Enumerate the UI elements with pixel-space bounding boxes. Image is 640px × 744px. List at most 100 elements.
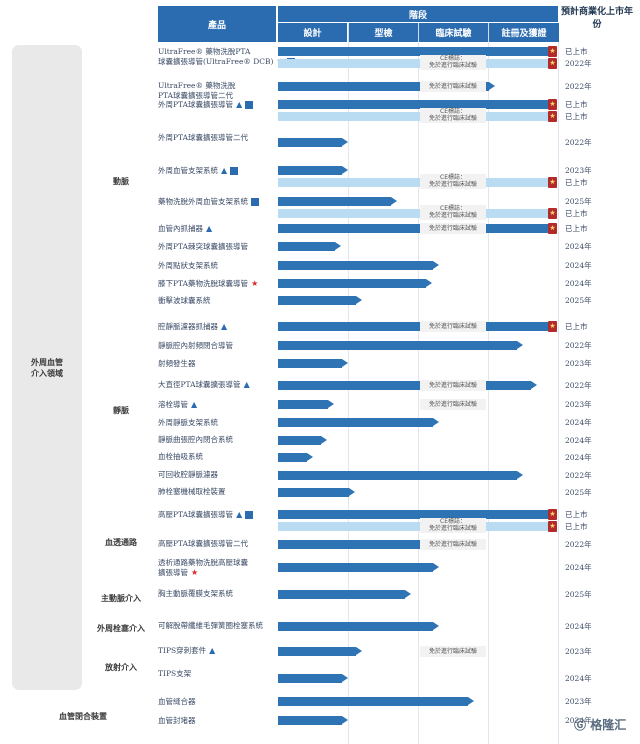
progress-bar xyxy=(278,589,405,599)
progress-bar xyxy=(278,716,342,725)
product-name-text: 血管封堵器 xyxy=(158,715,196,725)
product-name-text: 靜脈曲張腔內閉合系統 xyxy=(158,435,233,444)
category-aortic: 主動脈介入 xyxy=(101,592,141,603)
product-name: UltraFree® 藥物洗脫 PTA球囊擴張導管二代 xyxy=(158,81,235,101)
square-icon xyxy=(245,511,254,519)
approved-ribbon-icon: ★ xyxy=(548,111,557,122)
progress-bar xyxy=(278,209,548,218)
progress-bar xyxy=(278,522,548,531)
approved-ribbon-icon: ★ xyxy=(548,58,557,69)
exempt-clinical-note: 免於進行臨床試驗 xyxy=(420,223,486,234)
product-name-text: 透析通路藥物洗脫高壓球囊 擴張導管 xyxy=(158,558,248,577)
product-name: 可回收腔靜脈濾器 xyxy=(158,470,218,480)
progress-bar xyxy=(278,621,433,631)
exempt-clinical-note: CE標誌： 免於進行臨床試驗 xyxy=(420,518,486,533)
progress-bar xyxy=(278,242,335,251)
product-name: 外周點狀支架系統 xyxy=(158,261,218,271)
triangle-icon: ▲ xyxy=(221,321,228,331)
stage-design: 設計 xyxy=(278,23,347,42)
product-name: 血管內抓捕器 ▲ xyxy=(158,224,212,234)
product-name-text: 射頻發生器 xyxy=(158,358,196,368)
exempt-clinical-note: CE標誌： 免於進行臨床試驗 xyxy=(420,108,486,123)
approved-ribbon-icon: ★ xyxy=(548,321,557,332)
product-name: 外周靜脈支架系統 xyxy=(158,418,218,428)
progress-bar-arrow xyxy=(356,296,362,304)
progress-bar xyxy=(278,112,548,121)
product-name-text: 腔靜脈濾器抓捕器 xyxy=(158,321,218,331)
launch-year: 2022年 xyxy=(565,380,592,390)
progress-bar xyxy=(278,197,391,206)
product-name-text: 可回收腔靜脈濾器 xyxy=(158,470,218,479)
progress-bar xyxy=(278,100,548,109)
launch-year: 已上市 xyxy=(565,522,588,531)
category-dialysis-access: 血透通路 xyxy=(105,536,137,547)
progress-bar-arrow xyxy=(517,470,523,479)
approved-ribbon-icon: ★ xyxy=(548,208,557,219)
product-name: 血管縫合器 xyxy=(158,697,196,707)
category-arterial: 動脈 xyxy=(113,175,129,186)
star-icon: ★ xyxy=(251,278,259,288)
launch-year: 已上市 xyxy=(565,100,588,109)
category-radiology: 放射介入 xyxy=(105,662,137,672)
progress-bar-arrow xyxy=(342,359,348,367)
product-name: 肺栓塞機械取栓裝置 xyxy=(158,487,226,497)
triangle-icon: ▲ xyxy=(206,223,213,233)
launch-year: 已上市 xyxy=(565,112,588,121)
launch-year: 已上市 xyxy=(565,224,588,233)
progress-bar xyxy=(278,81,489,91)
progress-bar xyxy=(278,418,433,427)
product-name: 溶栓導管 ▲ xyxy=(158,400,197,410)
exempt-clinical-note: 免於進行臨床試驗 xyxy=(420,321,486,332)
triangle-icon: ▲ xyxy=(209,646,216,655)
progress-bar xyxy=(278,279,426,288)
product-name-text: 溶栓導管 xyxy=(158,399,188,409)
launch-year: 2024年 xyxy=(565,418,592,427)
stage-clinical: 臨床試驗 xyxy=(418,23,488,42)
product-name-text: 血管內抓捕器 xyxy=(158,223,203,233)
exempt-clinical-note: 免於進行臨床試驗 xyxy=(420,645,486,657)
approved-ribbon-icon: ★ xyxy=(548,46,557,57)
triangle-icon: ▲ xyxy=(236,100,243,109)
progress-bar-arrow xyxy=(517,341,523,349)
product-name-text: 高壓PTA球囊擴張導管二代 xyxy=(158,539,249,548)
launch-year: 2024年 xyxy=(565,452,592,462)
product-name: 血栓抽吸系統 xyxy=(158,452,203,462)
product-header-label: 產品 xyxy=(207,20,226,31)
stage-type-test: 型檢 xyxy=(348,23,418,42)
product-name: 高壓PTA球囊擴張導管 ▲ xyxy=(158,510,254,520)
grid-line xyxy=(488,42,489,744)
logo-text: 格隆汇 xyxy=(590,718,627,732)
progress-bar-arrow xyxy=(433,261,439,269)
product-name-text: 外周點狀支架系統 xyxy=(158,260,218,270)
exempt-clinical-note: 免於進行臨床試驗 xyxy=(420,399,486,410)
stage-clinical-label: 臨床試驗 xyxy=(435,29,472,39)
product-name: 胸主動脈覆膜支架系統 xyxy=(158,589,233,599)
progress-bar xyxy=(278,539,461,549)
product-name: 可解脫帶纖維毛彈簧圈栓塞系統 xyxy=(158,621,263,631)
launch-year: 2022年 xyxy=(565,539,592,549)
product-name-text: 外周PTA球囊擴張導管二代 xyxy=(158,133,249,142)
progress-bar xyxy=(278,510,548,519)
progress-bar-arrow xyxy=(342,166,348,174)
grid-line xyxy=(558,42,559,744)
progress-bar-arrow xyxy=(335,242,341,250)
triangle-icon: ▲ xyxy=(236,510,243,519)
product-name: UltraFree® 藥物洗脫PTA 球囊擴張導管(UltraFree® DCB… xyxy=(158,47,295,67)
progress-bar-arrow xyxy=(489,81,495,90)
category-embolization: 外周栓塞介入 xyxy=(97,622,145,633)
product-name-text: 大直徑PTA球囊擴張導管 xyxy=(158,380,241,389)
product-name-text: 高壓PTA球囊擴張導管 xyxy=(158,510,234,519)
progress-bar xyxy=(278,261,433,270)
product-name-text: 藥物洗脫外周血管支架系統 xyxy=(158,197,248,206)
product-name: 外周PTA球囊擴張導管二代 xyxy=(158,133,248,143)
progress-bar xyxy=(278,166,342,175)
launch-year: 2024年 xyxy=(565,621,592,631)
stage-design-label: 設計 xyxy=(303,29,322,39)
progress-bar xyxy=(278,341,517,350)
progress-bar xyxy=(278,452,307,462)
product-name-text: 外周靜脈支架系統 xyxy=(158,417,218,427)
launch-year: 2022年 xyxy=(565,81,592,91)
product-name: 大直徑PTA球囊擴張導管 ▲ xyxy=(158,380,250,390)
product-name-text: 衝擊波球囊系統 xyxy=(158,295,211,305)
product-name: 外周PTA棘突球囊擴張導管 xyxy=(158,242,248,252)
